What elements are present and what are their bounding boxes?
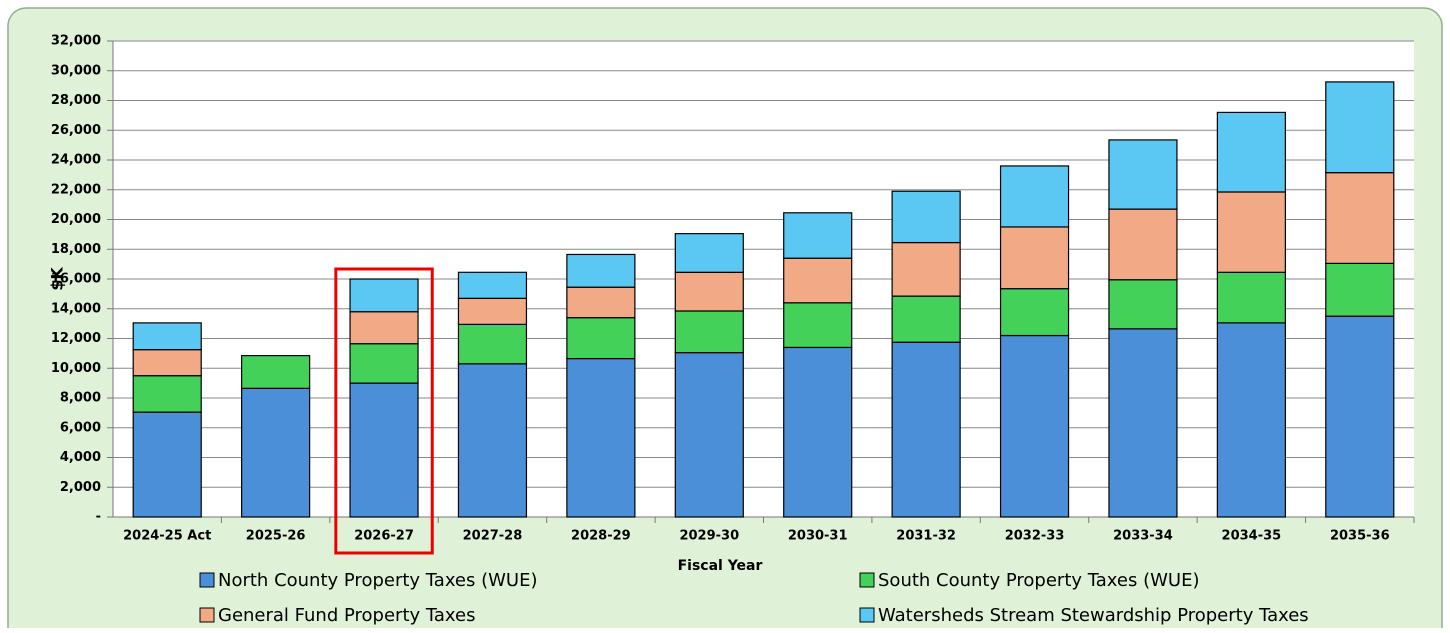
legend-label: Watersheds Stream Stewardship Property T… xyxy=(878,605,1309,626)
bar-segment xyxy=(1108,328,1178,518)
y-tick-label: 18,000 xyxy=(51,242,101,257)
y-tick-label: 26,000 xyxy=(51,123,101,138)
y-tick-label: 14,000 xyxy=(51,301,101,316)
y-tick-label: 2,000 xyxy=(60,480,101,495)
x-tick-label: 2033-34 xyxy=(1113,529,1173,544)
bar-segment xyxy=(674,233,744,273)
bar-segment xyxy=(1216,191,1286,273)
x-tick-label: 2029-30 xyxy=(679,529,739,544)
bar-segment xyxy=(999,165,1070,228)
bar-segment xyxy=(783,257,853,304)
x-tick-label: 2028-29 xyxy=(571,529,631,544)
bar-segment xyxy=(1108,279,1178,330)
bar-segment xyxy=(1325,81,1395,174)
x-tick-label: 2025-26 xyxy=(246,529,306,544)
bar-segment xyxy=(1216,322,1286,518)
x-tick-label: 2026-27 xyxy=(354,529,414,544)
highlight-box xyxy=(334,267,434,555)
bar-segment xyxy=(349,343,419,384)
legend-swatch xyxy=(859,607,875,623)
y-tick-label: 20,000 xyxy=(51,212,101,227)
bar-segment xyxy=(566,286,636,319)
bar-segment xyxy=(1216,271,1286,324)
bar-segment xyxy=(457,363,528,518)
y-tick-label: 16,000 xyxy=(51,272,101,287)
y-tick-label: 24,000 xyxy=(51,153,101,168)
bar-segment xyxy=(1216,111,1286,193)
bar-segment xyxy=(999,334,1070,518)
bar-segment xyxy=(349,382,419,518)
legend-swatch xyxy=(859,572,875,588)
bar-segment xyxy=(241,387,311,518)
y-tick-label: 28,000 xyxy=(51,93,101,108)
x-tick-label: 2034-35 xyxy=(1222,529,1282,544)
bar-segment xyxy=(891,190,961,244)
bar-segment xyxy=(891,241,961,297)
bar-segment xyxy=(674,310,744,354)
legend-swatch xyxy=(199,607,215,623)
bar-segment xyxy=(1325,262,1395,317)
bar-segment xyxy=(891,341,961,518)
bar-segment xyxy=(1325,172,1395,264)
bar-segment xyxy=(783,346,853,518)
bar-segment xyxy=(457,323,528,365)
bar-segment xyxy=(241,355,311,389)
x-tick-label: 2030-31 xyxy=(788,529,848,544)
bar-segment xyxy=(1108,208,1178,281)
bar-segment xyxy=(132,411,202,518)
bar-segment xyxy=(674,271,744,312)
bar-segment xyxy=(1108,139,1178,210)
bar-segment xyxy=(349,311,419,345)
bar-segment xyxy=(891,295,961,343)
x-tick-label: 2031-32 xyxy=(896,529,956,544)
bar-segment xyxy=(457,297,528,325)
y-tick-label: 8,000 xyxy=(60,391,101,406)
y-axis-title: $K xyxy=(48,267,67,291)
bar-segment xyxy=(457,271,528,299)
x-tick-label: 2032-33 xyxy=(1005,529,1065,544)
bar-segment xyxy=(349,278,419,313)
bar-segment xyxy=(783,302,853,349)
bar-segment xyxy=(566,357,636,518)
bar-segment xyxy=(674,352,744,518)
bar-segment xyxy=(132,349,202,377)
legend-swatch xyxy=(199,572,215,588)
bar-segment xyxy=(999,226,1070,290)
bar-segment xyxy=(132,322,202,351)
bar-segment xyxy=(1325,315,1395,518)
legend-label: South County Property Taxes (WUE) xyxy=(878,570,1199,591)
bar-segment xyxy=(132,375,202,413)
y-tick-label: 4,000 xyxy=(60,450,101,465)
x-tick-label: 2035-36 xyxy=(1330,529,1390,544)
legend-label: General Fund Property Taxes xyxy=(218,605,475,626)
x-tick-label: 2027-28 xyxy=(463,529,523,544)
y-tick-label: 12,000 xyxy=(51,331,101,346)
bar-segment xyxy=(566,317,636,360)
y-tick-label: 6,000 xyxy=(60,420,101,435)
y-tick-label: - xyxy=(96,510,101,525)
x-axis-title: Fiscal Year xyxy=(678,558,763,574)
y-tick-label: 10,000 xyxy=(51,361,101,376)
legend-label: North County Property Taxes (WUE) xyxy=(218,570,538,591)
x-tick-label: 2024-25 Act xyxy=(123,529,211,544)
y-tick-label: 22,000 xyxy=(51,182,101,197)
y-tick-label: 32,000 xyxy=(51,34,101,49)
y-tick-label: 30,000 xyxy=(51,63,101,78)
bar-segment xyxy=(999,288,1070,337)
bar-segment xyxy=(783,212,853,259)
bar-segment xyxy=(566,253,636,288)
